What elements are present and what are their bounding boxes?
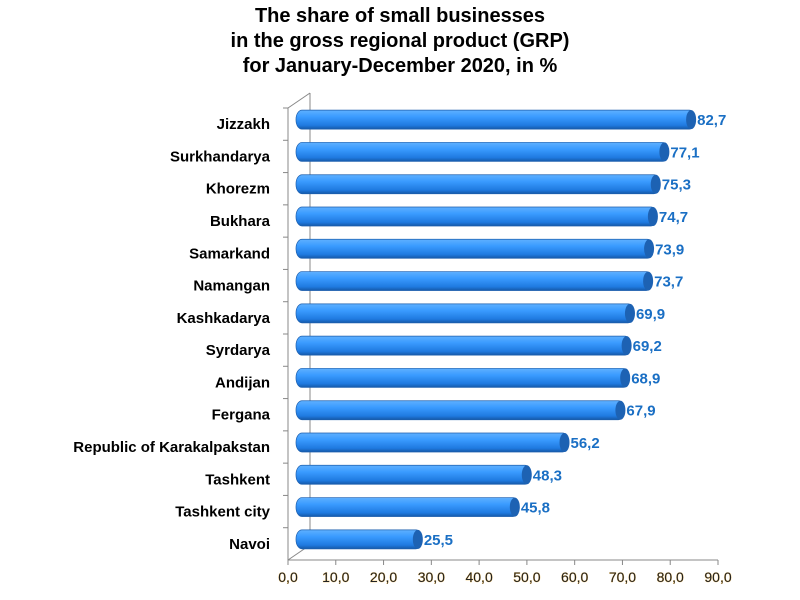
category-label: Jizzakh <box>217 116 270 133</box>
bar: 69,9 <box>295 303 665 324</box>
bar-body <box>295 464 532 485</box>
bar-body <box>295 335 631 356</box>
bar: 77,1 <box>295 142 700 162</box>
x-tick-label: 0,0 <box>278 569 298 585</box>
x-tick-label: 40,0 <box>465 569 492 585</box>
bar: 75,3 <box>295 174 691 195</box>
category-label: Syrdarya <box>206 342 271 359</box>
category-label: Fergana <box>212 407 271 424</box>
value-label: 56,2 <box>571 435 600 452</box>
value-label: 73,7 <box>654 274 683 291</box>
x-tick-label: 10,0 <box>322 569 349 585</box>
value-label: 48,3 <box>533 467 562 484</box>
value-label: 68,9 <box>631 370 660 387</box>
value-label: 69,2 <box>633 338 662 355</box>
bar-body <box>295 432 569 453</box>
value-label: 74,7 <box>659 209 688 226</box>
x-tick-label: 90,0 <box>704 569 731 585</box>
bar-cap <box>509 497 520 517</box>
category-label: Bukhara <box>210 213 271 230</box>
category-label: Surkhandarya <box>170 148 271 165</box>
value-label: 77,1 <box>670 144 699 161</box>
bar-cap <box>624 303 635 323</box>
category-label: Kashkadarya <box>177 310 271 327</box>
axes: 0,0 10,0 20,0 30,0 40,0 50,0 60,0 70,0 80,0 90,0 J… <box>73 92 732 585</box>
bar: 56,2 <box>295 432 600 453</box>
bar-cap <box>659 142 670 162</box>
bar: 73,9 <box>295 238 684 259</box>
bar-cap <box>686 110 697 130</box>
bar-body <box>295 271 653 291</box>
bar: 67,9 <box>295 400 656 421</box>
bar-cap <box>647 207 658 226</box>
bar: 68,9 <box>295 368 660 388</box>
bar-body <box>295 400 625 421</box>
value-label: 25,5 <box>424 532 453 549</box>
bar: 82,7 <box>295 109 726 130</box>
category-label: Khorezm <box>206 181 270 198</box>
bar: 25,5 <box>295 529 453 550</box>
value-label: 73,9 <box>655 241 684 258</box>
category-label: Samarkand <box>189 245 270 262</box>
category-label: Namangan <box>193 278 270 295</box>
value-label: 82,7 <box>697 112 726 129</box>
bar-body <box>295 497 520 517</box>
bar-cap <box>559 433 570 452</box>
bars: 82,7 77,1 75,3 74,7 73,9 73,7 69,9 69,2 68,9 67,9… <box>295 109 726 550</box>
bar-cap <box>644 239 655 259</box>
title-line-2: in the gross regional product (GRP) <box>230 30 570 52</box>
x-tick-label: 50,0 <box>513 569 540 585</box>
bar-cap <box>643 271 654 291</box>
bar-cap <box>615 400 626 420</box>
bar-body <box>295 303 635 324</box>
x-tick-label: 20,0 <box>370 569 397 585</box>
x-tick-label: 70,0 <box>609 569 636 585</box>
bar-body <box>295 529 423 550</box>
x-tick-label: 60,0 <box>561 569 588 585</box>
value-label: 45,8 <box>521 500 550 517</box>
title-line-1: The share of small businesses <box>254 5 546 27</box>
category-label: Republic of Karakalpakstan <box>73 439 270 456</box>
value-label: 75,3 <box>662 177 691 194</box>
bar-body <box>295 206 658 227</box>
category-label: Navoi <box>229 536 270 553</box>
x-tick-label: 30,0 <box>418 569 445 585</box>
bar: 74,7 <box>295 206 688 227</box>
bar-cap <box>521 465 532 485</box>
title-line-3: for January-December 2020, in % <box>242 55 558 77</box>
bar: 45,8 <box>295 497 550 517</box>
wall-top-edge <box>287 92 311 109</box>
category-label: Tashkent city <box>175 504 270 521</box>
bar-body <box>295 368 630 388</box>
bar-body <box>295 109 696 130</box>
category-label: Tashkent <box>205 471 270 488</box>
category-label: Andijan <box>215 374 270 391</box>
bar-cap <box>621 336 632 356</box>
bar-body <box>295 142 669 162</box>
bar: 69,2 <box>295 335 662 356</box>
bar-cap <box>650 174 661 194</box>
value-label: 67,9 <box>626 403 655 420</box>
bar-body <box>295 238 654 259</box>
x-tick-label: 80,0 <box>657 569 684 585</box>
value-label: 69,9 <box>636 306 665 323</box>
bar-cap <box>412 529 423 549</box>
bar-body <box>295 174 661 195</box>
bar: 48,3 <box>295 464 562 485</box>
bar: 73,7 <box>295 271 683 291</box>
bar-cap <box>620 368 631 388</box>
chart-title: The share of small businesses in the gro… <box>0 4 800 79</box>
